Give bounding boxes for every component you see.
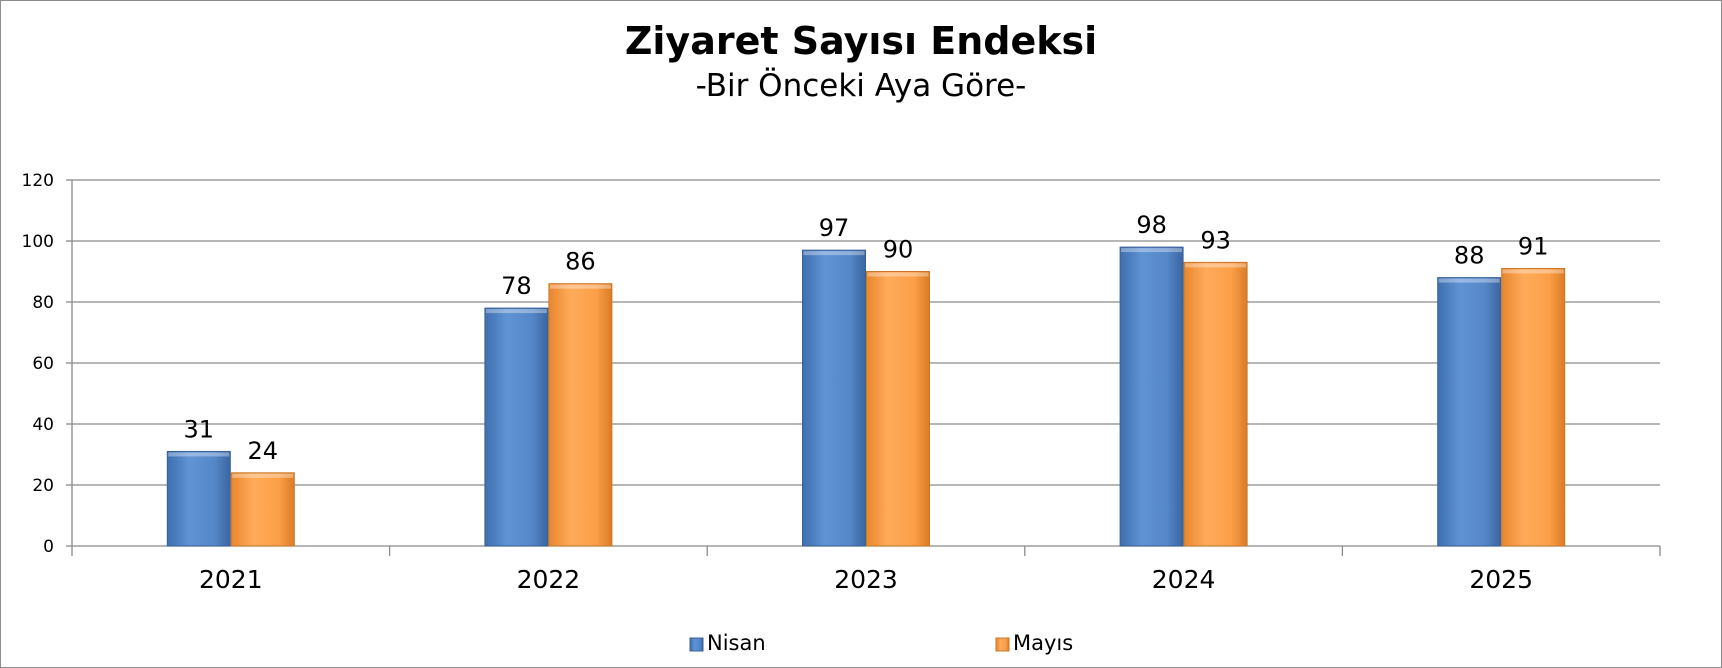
legend-label: Nisan [707, 631, 766, 655]
legend-label: Mayıs [1013, 631, 1073, 655]
data-label: 31 [184, 415, 215, 443]
bar-mayıs-2021 [230, 472, 295, 547]
legend: Nisan Mayıs [689, 631, 1073, 655]
grid-lines [72, 179, 1660, 486]
y-tick-label: 120 [22, 171, 54, 191]
bar-highlight [1121, 248, 1183, 253]
data-label: 90 [883, 236, 914, 264]
x-tick-label: 2023 [834, 565, 898, 594]
x-tick-label: 2021 [199, 565, 263, 594]
y-tick-label: 40 [32, 415, 54, 435]
bar-highlight [1502, 269, 1564, 274]
x-tick-label: 2025 [1469, 565, 1533, 594]
data-label: 86 [565, 248, 596, 276]
bar-mayıs-2024 [1183, 261, 1248, 547]
bar-highlight [232, 473, 294, 478]
bars [166, 246, 1566, 547]
chart-title: Ziyaret Sayısı Endeksi [625, 19, 1097, 63]
bar-highlight [867, 272, 929, 277]
bar-highlight [803, 251, 865, 256]
data-label: 78 [501, 272, 532, 300]
x-tick-label: 2024 [1152, 565, 1216, 594]
data-label: 97 [819, 214, 850, 242]
data-label: 24 [248, 437, 279, 465]
bar-nisan-2025 [1437, 277, 1502, 547]
y-tick-label: 20 [32, 476, 54, 496]
bar-nisan-2024 [1119, 246, 1184, 547]
x-axis-labels: 2021 2022 2023 2024 2025 [199, 565, 1533, 594]
y-tick-label: 60 [32, 354, 54, 374]
y-tick-label: 0 [43, 537, 54, 557]
bar-mayıs-2023 [866, 271, 930, 547]
legend-swatch-mayıs [995, 637, 1010, 652]
bar-highlight [1185, 263, 1247, 268]
data-label: 93 [1200, 226, 1231, 254]
bar-mayıs-2025 [1501, 267, 1566, 547]
data-labels: 31 24 78 86 97 90 98 93 88 91 [184, 211, 1549, 465]
legend-swatch-nisan [689, 637, 704, 652]
bar-nisan-2022 [484, 307, 549, 547]
bar-highlight [549, 284, 611, 289]
bar-highlight [168, 452, 230, 457]
y-tick-label: 100 [22, 232, 54, 252]
bar-nisan-2021 [166, 450, 231, 547]
data-label: 98 [1136, 211, 1167, 239]
data-label: 88 [1454, 242, 1485, 270]
y-axis-ticks: 0 20 40 60 80 100 120 [22, 171, 54, 557]
x-tick-label: 2022 [517, 565, 581, 594]
bar-highlight [485, 309, 547, 314]
y-tick-label: 80 [32, 293, 54, 313]
bar-nisan-2023 [802, 249, 866, 547]
data-label: 91 [1518, 232, 1549, 260]
chart-subtitle: -Bir Önceki Aya Göre- [696, 67, 1027, 104]
bar-highlight [1438, 278, 1500, 283]
bar-mayıs-2022 [548, 283, 613, 547]
